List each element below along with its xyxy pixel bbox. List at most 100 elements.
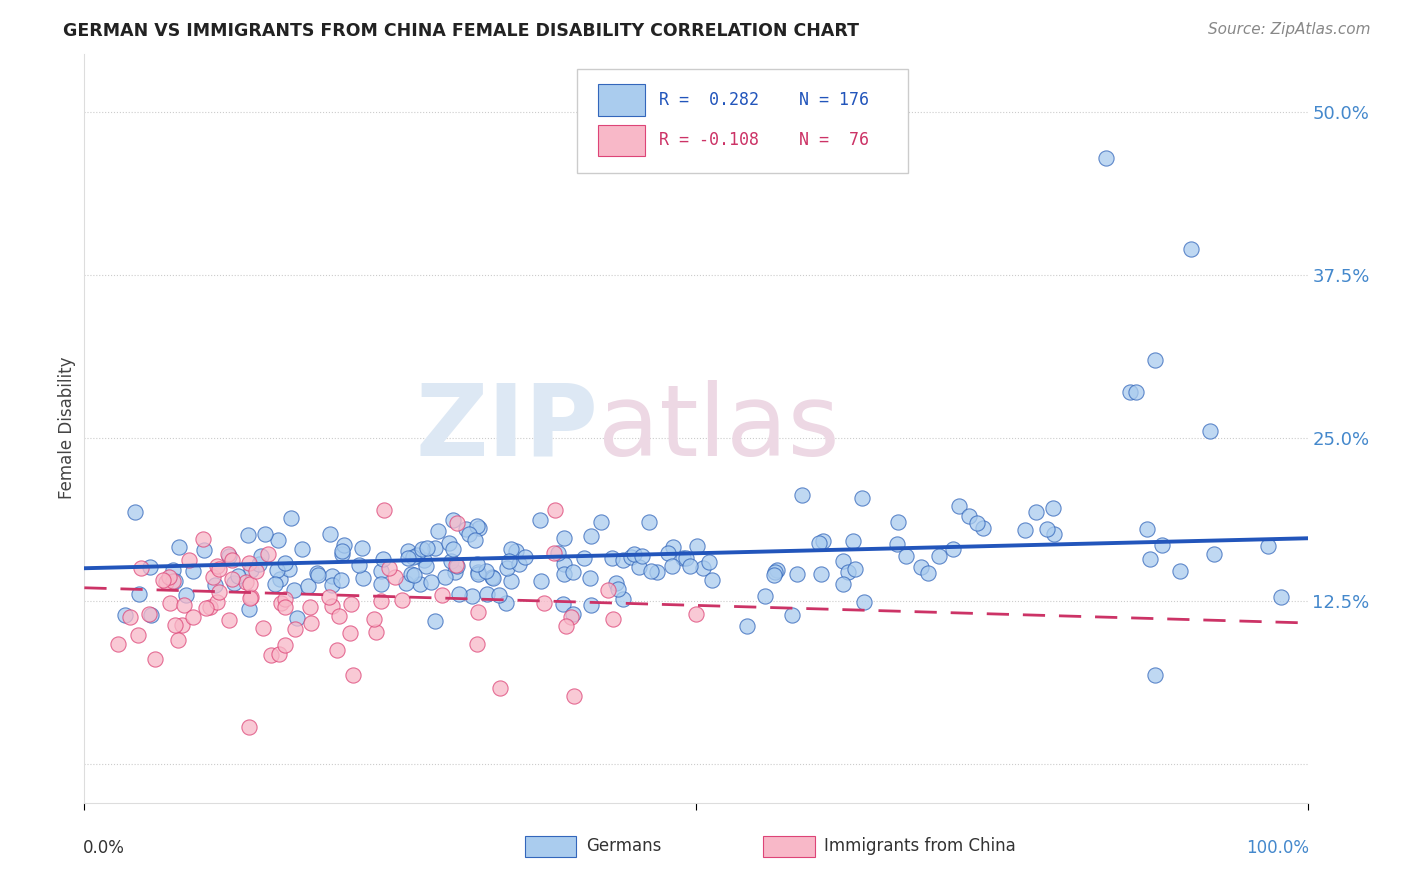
Y-axis label: Female Disability: Female Disability [58,357,76,500]
Point [283,582,305,597]
Point [631,549,654,563]
Point [475,587,498,601]
Point [553,566,575,581]
Point [162,563,184,577]
Point [274,591,297,606]
Point [591,516,613,530]
Point [841,534,863,549]
Point [832,576,855,591]
Point [174,588,197,602]
Point [330,547,353,561]
Point [278,561,301,575]
Point [301,615,323,630]
Point [263,576,285,591]
Point [482,571,505,585]
Point [1125,385,1147,400]
Point [1014,523,1036,537]
Point [274,599,297,614]
Point [218,613,240,627]
Point [811,534,834,549]
Text: R =  0.282    N = 176: R = 0.282 N = 176 [659,91,869,109]
Point [340,597,363,611]
Point [239,576,262,591]
Point [239,591,262,606]
Text: 0.0%: 0.0% [83,838,125,856]
Point [638,516,661,530]
Point [562,607,585,622]
Point [505,544,527,558]
Point [910,559,932,574]
Point [562,689,585,703]
Point [226,569,249,583]
Text: Immigrants from China: Immigrants from China [824,838,1017,855]
FancyBboxPatch shape [578,69,908,173]
Point [488,588,510,602]
Point [405,548,427,562]
Point [235,575,257,590]
Point [328,609,350,624]
Point [679,559,702,574]
Point [245,564,267,578]
Point [763,565,786,579]
Point [285,611,308,625]
Point [163,574,186,589]
Point [274,639,297,653]
Point [330,544,353,558]
Text: atlas: atlas [598,380,839,476]
Bar [763,836,814,856]
Point [1042,500,1064,515]
Point [191,532,214,546]
Point [152,573,174,587]
Point [395,576,418,591]
Point [547,546,569,560]
Point [297,579,319,593]
Point [430,588,453,602]
Point [239,590,262,604]
Point [1270,590,1292,604]
Point [553,557,575,571]
Point [579,529,602,543]
Point [481,569,503,583]
Point [1119,385,1142,400]
Point [439,535,461,549]
Point [498,554,520,568]
Point [321,578,343,592]
Point [692,560,714,574]
Point [280,510,302,524]
Point [415,559,437,574]
Point [107,637,129,651]
Point [1143,352,1166,367]
Point [260,648,283,663]
Point [236,528,259,542]
Point [391,593,413,607]
Point [972,521,994,535]
Point [157,570,180,584]
Point [640,564,662,578]
Point [887,515,910,529]
Point [441,541,464,556]
Point [384,570,406,584]
Point [467,521,489,535]
Point [623,547,645,561]
Point [948,499,970,513]
Point [966,516,988,531]
Point [1042,527,1064,541]
Point [790,488,813,502]
Point [1025,505,1047,519]
Point [533,596,555,610]
Point [467,605,489,619]
Point [645,565,668,579]
Bar [598,125,644,156]
Point [402,567,425,582]
Point [267,647,290,661]
Point [138,607,160,621]
Point [396,544,419,558]
Point [193,543,215,558]
Point [562,566,585,580]
Point [496,561,519,575]
Point [602,612,624,626]
Point [321,568,343,582]
Point [411,541,433,556]
Point [325,643,347,657]
Point [143,651,166,665]
